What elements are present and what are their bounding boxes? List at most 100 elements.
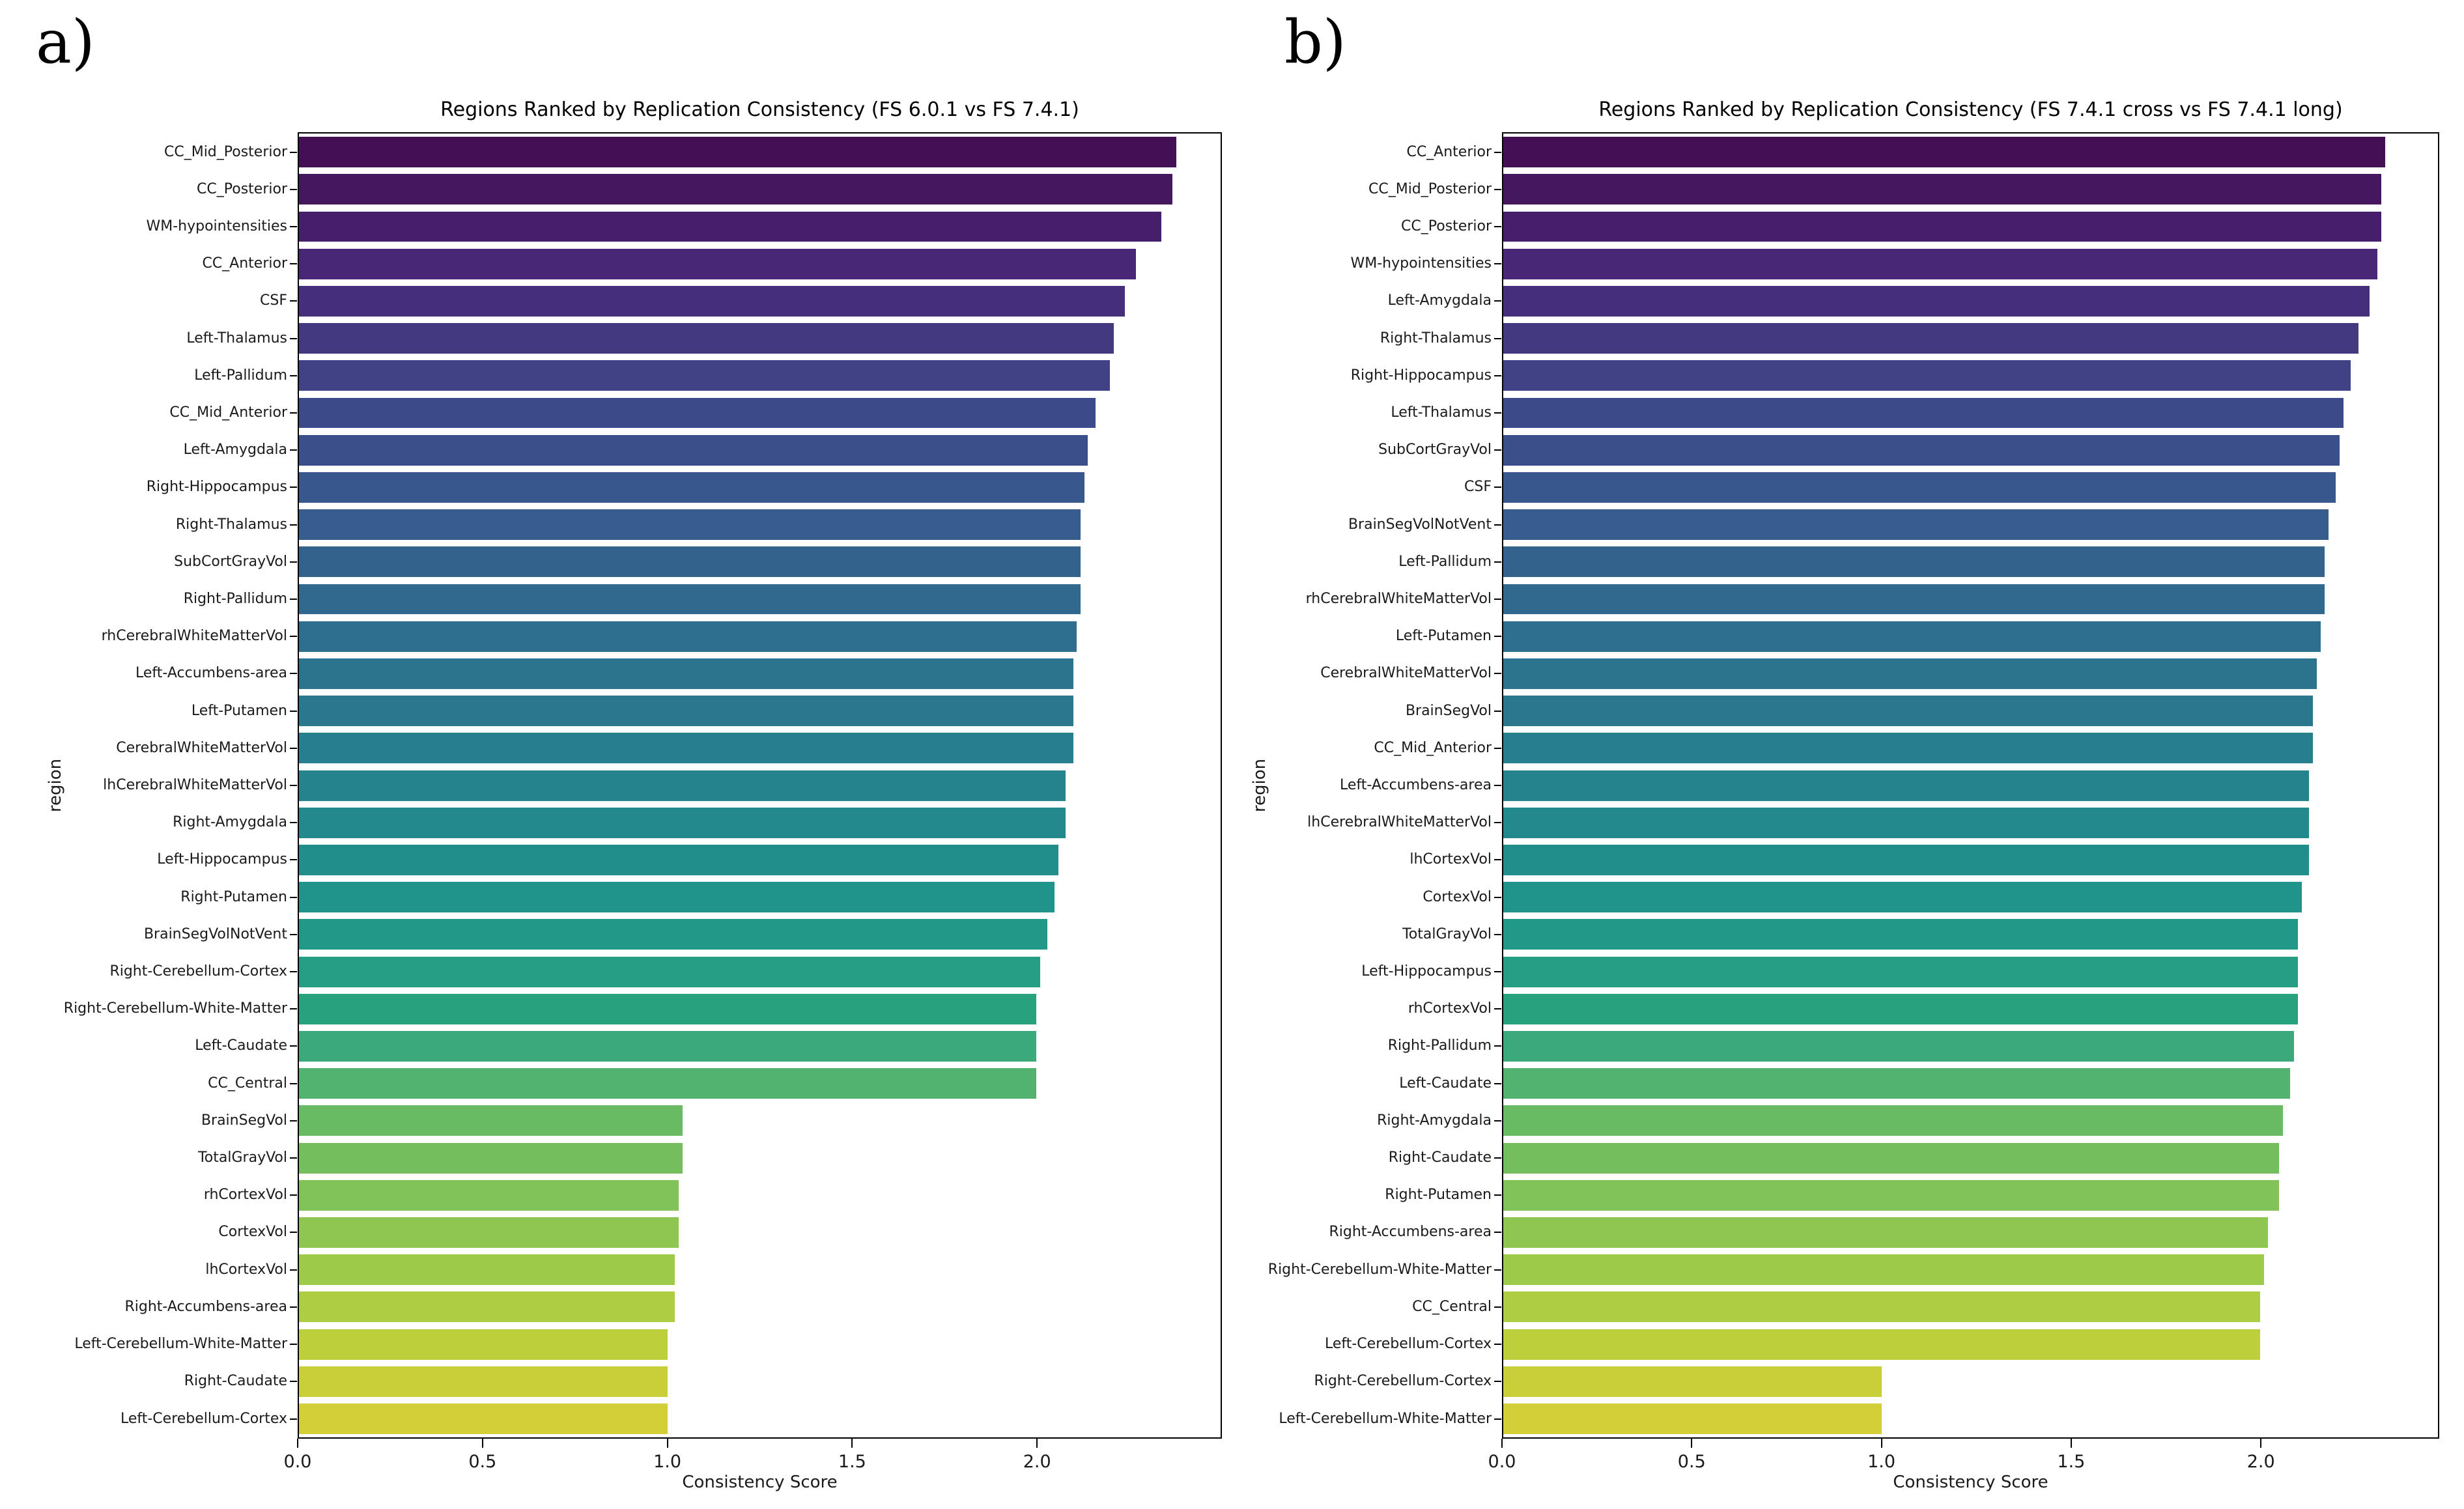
x-tick-label: 0.5	[468, 1452, 497, 1472]
plot-area-a: CC_Mid_Posterior CC_Posterior WM-hypointen…	[64, 132, 1222, 1439]
y-tick-mark	[1494, 151, 1501, 153]
y-tick-mark	[1494, 188, 1501, 190]
bar	[299, 1142, 683, 1174]
y-tick-label: Right-Caudate	[184, 1373, 287, 1390]
y-tick-label: Right-Accumbens-area	[1329, 1224, 1492, 1241]
bar-row: Right-Thalamus	[1380, 320, 2438, 357]
bar-row: Left-Caudate	[195, 1028, 1221, 1065]
bar	[1503, 546, 2325, 578]
bar	[299, 137, 1177, 168]
y-tick-mark	[1494, 374, 1501, 376]
y-tick-label: SubCortGrayVol	[174, 553, 287, 570]
bar-row: CortexVol	[218, 1214, 1221, 1251]
y-tick-label: Right-Caudate	[1388, 1149, 1492, 1166]
bar	[1503, 137, 2385, 168]
bar	[1503, 845, 2310, 875]
y-tick-label: lhCerebralWhiteMatterVol	[103, 777, 287, 794]
y-tick-mark	[1494, 1194, 1501, 1196]
y-tick-label: Right-Thalamus	[1380, 330, 1492, 346]
bar	[1503, 1031, 2295, 1062]
bar	[299, 360, 1111, 391]
y-tick-label: Left-Caudate	[1399, 1075, 1492, 1092]
y-tick-label: TotalGrayVol	[198, 1149, 287, 1166]
bar	[1503, 1254, 2264, 1286]
bar-row: lhCerebralWhiteMatterVol	[103, 767, 1221, 804]
y-tick-mark	[1494, 710, 1501, 712]
bar-row: CerebralWhiteMatterVol	[1320, 655, 2438, 692]
y-tick-mark	[1494, 561, 1501, 563]
y-tick-label: Right-Cerebellum-White-Matter	[63, 1000, 287, 1017]
bar	[299, 956, 1040, 987]
bar	[299, 696, 1073, 727]
bar	[299, 919, 1047, 950]
bar-row: Right-Accumbens-area	[124, 1288, 1221, 1325]
bar-row: Left-Putamen	[191, 692, 1221, 729]
bar	[299, 472, 1084, 503]
y-tick-mark	[290, 1344, 297, 1346]
x-tick-mark	[851, 1439, 853, 1448]
y-tick-label: CC_Anterior	[1406, 143, 1492, 160]
y-tick-mark	[1494, 337, 1501, 339]
y-tick-mark	[290, 896, 297, 898]
x-tick-mark	[1691, 1439, 1693, 1448]
y-tick-label: lhCerebralWhiteMatterVol	[1307, 814, 1492, 831]
y-tick-mark	[290, 933, 297, 935]
y-tick-mark	[1494, 1082, 1501, 1084]
y-tick-mark	[290, 263, 297, 265]
y-tick-mark	[290, 561, 297, 563]
y-tick-label: rhCortexVol	[203, 1187, 287, 1204]
y-tick-mark	[1494, 1306, 1501, 1308]
y-tick-label: CSF	[1464, 479, 1492, 496]
y-tick-mark	[1494, 1269, 1501, 1271]
bar-row: TotalGrayVol	[198, 1139, 1221, 1176]
bar	[299, 1291, 675, 1323]
bar-row: CC_Mid_Posterior	[1368, 171, 2438, 208]
bar	[299, 1217, 679, 1248]
y-tick-label: BrainSegVolNotVent	[1348, 516, 1492, 533]
bar	[1503, 1217, 2268, 1248]
bar	[299, 882, 1055, 913]
bar-row: Left-Cerebellum-Cortex	[1325, 1326, 2438, 1363]
bar	[299, 807, 1066, 838]
bar-row: Right-Cerebellum-White-Matter	[64, 991, 1221, 1028]
bar-row: lhCerebralWhiteMatterVol	[1307, 804, 2438, 841]
chart-title-a: Regions Ranked by Replication Consistenc…	[440, 98, 1079, 121]
y-tick-label: Right-Cerebellum-Cortex	[1314, 1373, 1492, 1390]
y-tick-label: CSF	[260, 292, 287, 309]
bar	[1503, 211, 2381, 242]
y-tick-label: TotalGrayVol	[1402, 925, 1492, 942]
y-tick-label: CC_Mid_Anterior	[1374, 739, 1492, 756]
bar-row: SubCortGrayVol	[1378, 432, 2438, 469]
bar-row: Left-Caudate	[1399, 1065, 2438, 1102]
y-tick-mark	[290, 188, 297, 190]
bar	[1503, 1291, 2260, 1323]
bar	[299, 397, 1096, 429]
plot-area-b: CC_Anterior CC_Mid_Posterior CC_Posterior W…	[1268, 132, 2439, 1439]
y-tick-mark	[290, 673, 297, 675]
bar	[1503, 733, 2314, 764]
x-tick-label: 1.5	[838, 1452, 866, 1472]
chart-panel-a: Regions Ranked by Replication Consistenc…	[46, 98, 1222, 1492]
y-tick-label: CC_Posterior	[197, 180, 287, 197]
y-tick-mark	[1494, 487, 1501, 488]
bar-row: WM-hypointensities	[1350, 246, 2438, 283]
y-tick-label: lhCortexVol	[1409, 851, 1492, 868]
bar	[1503, 1403, 1882, 1434]
y-tick-mark	[1494, 524, 1501, 526]
bar-row: Right-Accumbens-area	[1329, 1214, 2438, 1251]
bar	[1503, 434, 2340, 466]
y-tick-mark	[290, 785, 297, 787]
x-tick-mark	[2260, 1439, 2262, 1448]
bar-row: TotalGrayVol	[1402, 916, 2438, 953]
bar	[1503, 360, 2351, 391]
bar-row: Left-Cerebellum-White-Matter	[74, 1326, 1221, 1363]
bar-row: Left-Putamen	[1396, 618, 2438, 655]
y-tick-mark	[290, 822, 297, 824]
x-tick-label: 0.0	[1488, 1452, 1516, 1472]
bar-row: Right-Amygdala	[1377, 1102, 2438, 1139]
bar-row: CC_Mid_Anterior	[1374, 729, 2438, 767]
panel-label-b: b)	[1284, 7, 1346, 77]
bar	[299, 733, 1073, 764]
bar-row: Right-Cerebellum-Cortex	[1314, 1363, 2438, 1400]
bar-row: WM-hypointensities	[146, 208, 1221, 245]
